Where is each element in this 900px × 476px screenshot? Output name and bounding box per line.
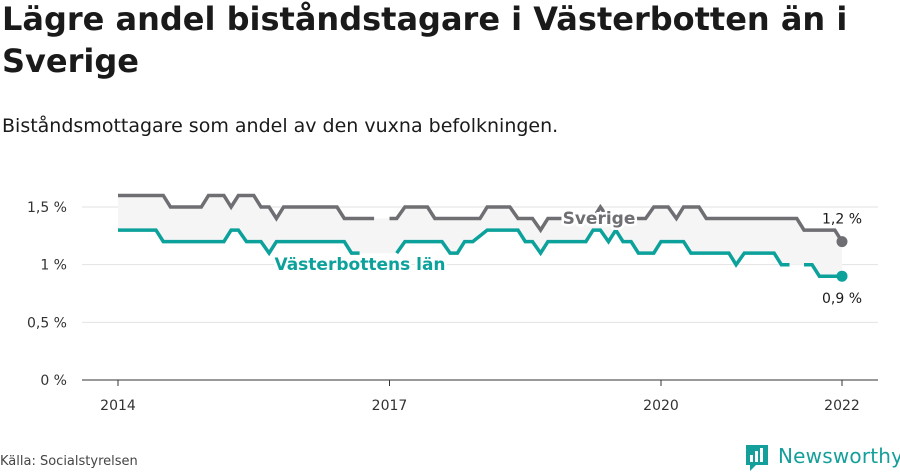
series-label-sverige: Sverige (563, 209, 636, 229)
end-point-sverige (836, 236, 848, 248)
x-tick-label: 2022 (824, 398, 860, 414)
x-tick-label: 2017 (372, 398, 408, 414)
y-tick-label: 0,5 % (27, 315, 67, 331)
brand: Newsworthy (744, 442, 900, 471)
end-label-vasterbotten: 0,9 % (822, 291, 862, 307)
chart-title: Lägre andel biståndstagare i Västerbotte… (2, 0, 848, 80)
end-point-vasterbotten (836, 270, 848, 282)
series-line-vasterbotten (395, 226, 790, 268)
y-tick-label: 1,5 % (27, 200, 67, 216)
chart-subtitle: Biståndsmottagare som andel av den vuxna… (2, 115, 559, 137)
source-note: Källa: Socialstyrelsen (0, 454, 138, 469)
x-tick-label: 2014 (100, 398, 136, 414)
series-line-vasterbotten (118, 228, 360, 257)
series-label-vasterbotten: Västerbottens län (274, 255, 445, 275)
end-label-sverige: 1,2 % (822, 212, 862, 228)
series-line-vasterbotten (804, 262, 842, 278)
series-line-sverige (389, 203, 844, 243)
newsworthy-logo-icon (744, 442, 770, 471)
y-tick-label: 0 % (40, 373, 67, 389)
y-tick-label: 1 % (40, 258, 67, 274)
series-line-sverige (118, 193, 375, 222)
x-tick-label: 2020 (643, 398, 679, 414)
brand-name: Newsworthy (778, 444, 900, 468)
